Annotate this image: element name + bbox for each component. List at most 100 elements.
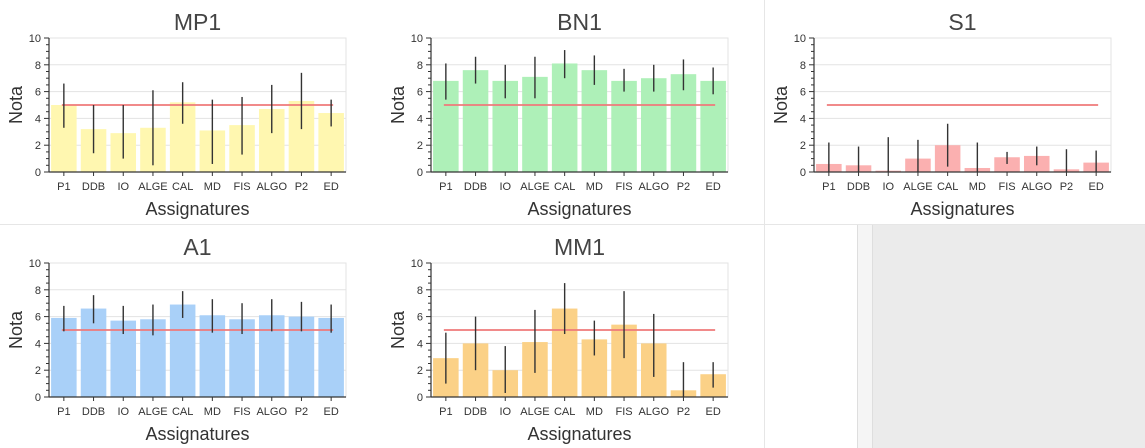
chart-1-xlabel: Assignatures <box>527 199 631 219</box>
chart-1-bar-p2 <box>670 74 697 172</box>
chart-4-title: MM1 <box>554 234 605 260</box>
chart-0-ylabel: Nota <box>6 85 26 124</box>
chart-0-title: MP1 <box>174 9 221 35</box>
chart-4-ytick-label: 8 <box>417 285 423 297</box>
chart-panel-mm1: MM1 0 2 4 6 8 10 P1 DDB IO ALGE CAL MD FIS ALGO P2 ED Ass… <box>382 225 764 448</box>
chart-1-bar-ddb <box>462 70 489 172</box>
chart-4-xtick-label: P1 <box>439 406 452 418</box>
chart-2-xtick-label: FIS <box>998 181 1015 193</box>
chart-4-ytick-label: 2 <box>417 365 423 377</box>
chart-s1: S1 0 2 4 6 8 10 P1 DDB IO ALGE CAL MD FIS ALGO P2 ED Assi… <box>771 9 1112 219</box>
chart-2-ytick-label: 2 <box>800 140 806 152</box>
chart-1-xtick-label: ED <box>706 181 721 193</box>
chart-4-xtick-label: ED <box>706 406 721 418</box>
chart-1-xtick-label: ALGO <box>638 181 669 193</box>
chart-2-xtick-label: ALGE <box>903 181 932 193</box>
chart-panel-bn1: BN1 0 2 4 6 8 10 P1 DDB IO ALGE CAL MD FIS ALGO P2 ED Ass… <box>382 0 764 224</box>
chart-3-ytick-label: 0 <box>35 392 41 404</box>
chart-2-xtick-label: P1 <box>822 181 835 193</box>
chart-0-ytick-label: 6 <box>35 87 41 99</box>
chart-2-ylabel: Nota <box>771 85 791 124</box>
chart-4-xtick-label: IO <box>499 406 511 418</box>
chart-0-xtick-label: FIS <box>233 181 250 193</box>
chart-1-ytick-label: 0 <box>417 167 423 179</box>
chart-2-ytick-label: 0 <box>800 167 806 179</box>
chart-panel-mp1: MP1 0 2 4 6 8 10 P1 DDB IO ALGE CAL MD FIS ALGO P2 ED Ass… <box>0 0 382 224</box>
chart-4-ytick-label: 4 <box>417 338 423 350</box>
chart-3-xtick-label: P1 <box>57 406 70 418</box>
chart-0-ytick-label: 10 <box>29 33 41 45</box>
chart-2-xlabel: Assignatures <box>910 199 1014 219</box>
chart-1-bar-md <box>581 70 608 172</box>
chart-2-xtick-label: ALGO <box>1021 181 1052 193</box>
chart-3-xtick-label: FIS <box>233 406 250 418</box>
chart-4-xtick-label: FIS <box>615 406 632 418</box>
chart-3-ylabel: Nota <box>6 310 26 349</box>
chart-bn1: BN1 0 2 4 6 8 10 P1 DDB IO ALGE CAL MD FIS ALGO P2 ED Ass… <box>388 9 729 219</box>
chart-3-xtick-label: MD <box>204 406 221 418</box>
chart-3-xtick-label: P2 <box>295 406 308 418</box>
chart-1-bar-algo <box>640 78 667 172</box>
chart-4-xtick-label: ALGO <box>638 406 669 418</box>
chart-4-xtick-label: MD <box>586 406 603 418</box>
chart-4-xlabel: Assignatures <box>527 424 631 444</box>
chart-3-ytick-label: 4 <box>35 338 41 350</box>
chart-0-xtick-label: ED <box>324 181 339 193</box>
scrollbar-track[interactable] <box>857 225 873 448</box>
chart-1-ytick-label: 10 <box>411 33 423 45</box>
chart-1-xtick-label: FIS <box>615 181 632 193</box>
chart-0-xtick-label: P1 <box>57 181 70 193</box>
chart-2-xtick-label: CAL <box>937 181 958 193</box>
chart-0-xtick-label: MD <box>204 181 221 193</box>
chart-1-ytick-label: 2 <box>417 140 423 152</box>
chart-1-xtick-label: P2 <box>677 181 690 193</box>
chart-4-xtick-label: ALGE <box>520 406 549 418</box>
chart-3-bar-cal <box>169 304 196 397</box>
chart-0-xtick-label: DDB <box>82 181 105 193</box>
chart-0-xtick-label: ALGE <box>138 181 167 193</box>
chart-0-xtick-label: ALGO <box>256 181 287 193</box>
chart-1-ylabel: Nota <box>388 85 408 124</box>
chart-0-ytick-label: 2 <box>35 140 41 152</box>
chart-1-bar-fis <box>611 80 637 172</box>
chart-1-bar-cal <box>551 63 578 172</box>
empty-panel-area <box>873 225 1145 448</box>
chart-3-xtick-label: CAL <box>172 406 193 418</box>
chart-1-xtick-label: IO <box>499 181 511 193</box>
chart-3-xtick-label: ALGE <box>138 406 167 418</box>
chart-1-bar-ed <box>700 80 726 172</box>
chart-a1: A1 0 2 4 6 8 10 P1 DDB IO ALGE CAL MD FIS ALGO P2 ED Assi… <box>6 234 347 444</box>
chart-4-ytick-label: 10 <box>411 258 423 270</box>
chart-0-ytick-label: 4 <box>35 113 41 125</box>
chart-2-ytick-label: 10 <box>794 33 806 45</box>
chart-3-xtick-label: ALGO <box>256 406 287 418</box>
chart-mp1: MP1 0 2 4 6 8 10 P1 DDB IO ALGE CAL MD FIS ALGO P2 ED Ass… <box>6 9 347 219</box>
chart-4-xtick-label: DDB <box>464 406 487 418</box>
panel-divider-horizontal <box>0 224 1145 225</box>
chart-0-xlabel: Assignatures <box>145 199 249 219</box>
chart-2-xtick-label: P2 <box>1060 181 1073 193</box>
chart-2-ytick-label: 6 <box>800 87 806 99</box>
chart-1-xtick-label: DDB <box>464 181 487 193</box>
chart-0-xtick-label: IO <box>117 181 129 193</box>
chart-mm1: MM1 0 2 4 6 8 10 P1 DDB IO ALGE CAL MD FIS ALGO P2 ED Ass… <box>388 234 729 444</box>
chart-4-ylabel: Nota <box>388 310 408 349</box>
chart-3-ytick-label: 2 <box>35 365 41 377</box>
chart-2-ytick-label: 8 <box>800 60 806 72</box>
chart-4-xtick-label: CAL <box>554 406 575 418</box>
chart-panel-s1: S1 0 2 4 6 8 10 P1 DDB IO ALGE CAL MD FIS ALGO P2 ED Assi… <box>765 0 1145 224</box>
chart-1-ytick-label: 4 <box>417 113 423 125</box>
chart-0-ytick-label: 0 <box>35 167 41 179</box>
chart-1-xtick-label: ALGE <box>520 181 549 193</box>
chart-1-xtick-label: CAL <box>554 181 575 193</box>
chart-2-title: S1 <box>948 9 976 35</box>
chart-2-ytick-label: 4 <box>800 113 806 125</box>
chart-1-xtick-label: MD <box>586 181 603 193</box>
chart-3-xlabel: Assignatures <box>145 424 249 444</box>
chart-2-xtick-label: ED <box>1089 181 1104 193</box>
chart-4-xtick-label: P2 <box>677 406 690 418</box>
chart-3-xtick-label: IO <box>117 406 129 418</box>
chart-2-xtick-label: DDB <box>847 181 870 193</box>
chart-2-xtick-label: MD <box>969 181 986 193</box>
chart-0-xtick-label: CAL <box>172 181 193 193</box>
